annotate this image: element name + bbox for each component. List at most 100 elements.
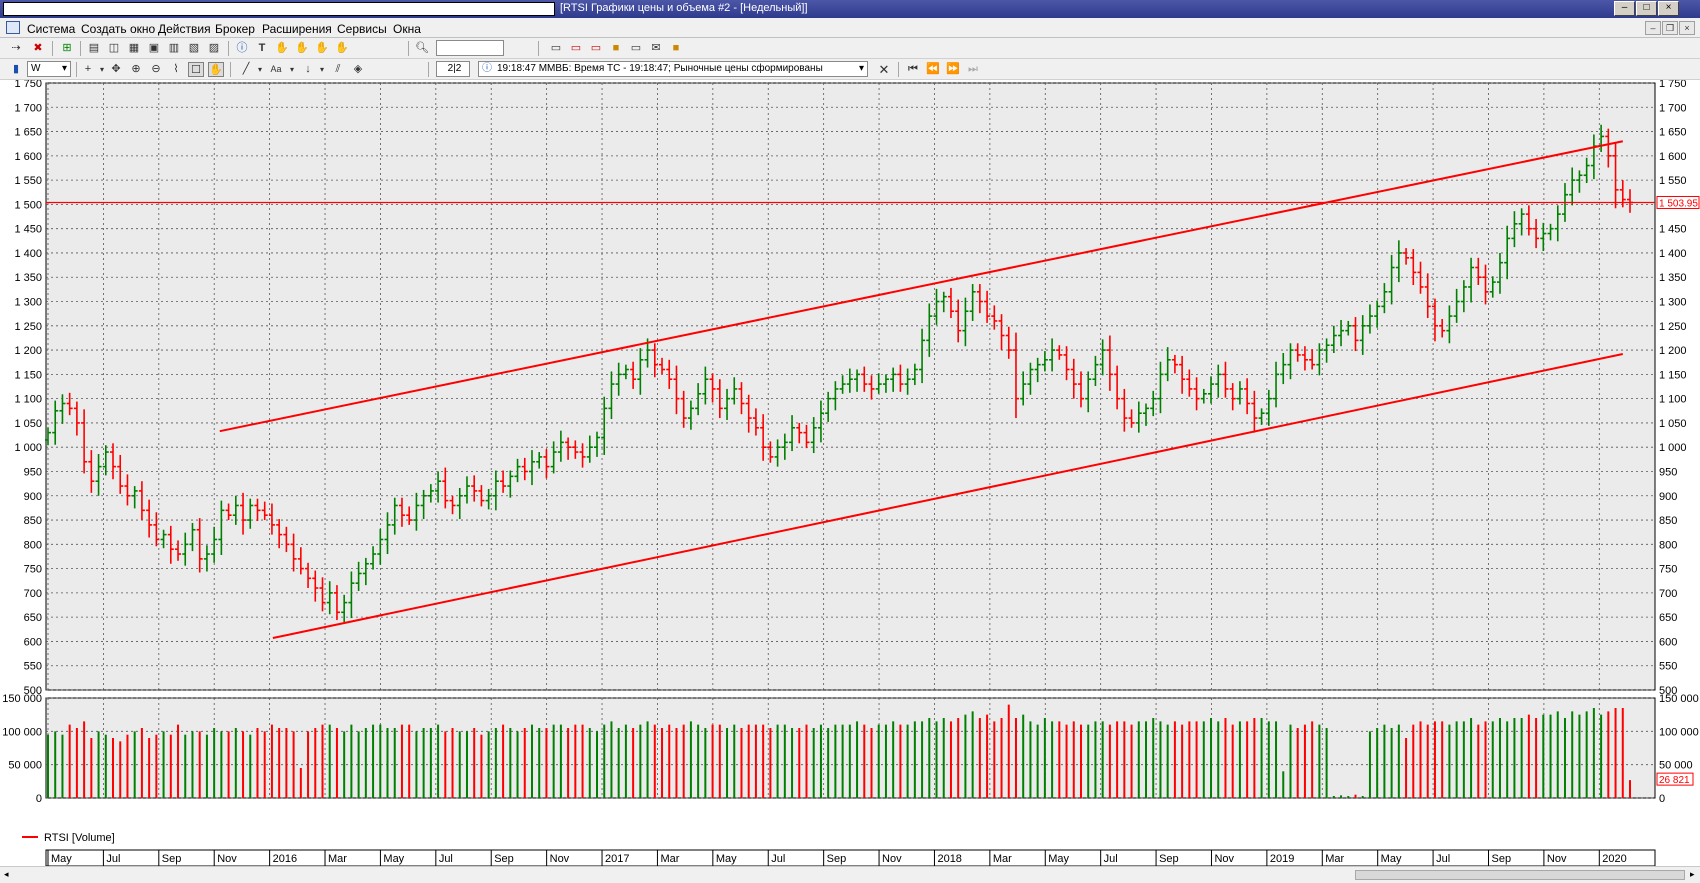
quotes-icon[interactable]: ▤ <box>88 42 100 54</box>
ohlc-bar-up <box>507 470 514 498</box>
mail-icon[interactable]: ✉ <box>651 42 661 54</box>
settings-icon[interactable]: ▭ <box>630 42 642 54</box>
close-icon[interactable]: ✕ <box>878 62 890 77</box>
scroll-left-icon[interactable]: ◂ <box>4 869 9 879</box>
scroll-right-icon[interactable]: ▸ <box>1690 869 1695 879</box>
connect-icon[interactable]: ⇢ <box>11 42 21 54</box>
new-window-icon[interactable]: ⊞ <box>62 42 72 54</box>
ohlc-bar-down <box>976 284 983 314</box>
minimize-button[interactable]: – <box>1614 1 1635 16</box>
text-icon[interactable]: T <box>258 42 266 54</box>
menu-broker[interactable]: Брокер <box>215 22 255 36</box>
volume-tick-label: 0 <box>36 793 42 805</box>
price-tick-label: 800 <box>1659 539 1677 551</box>
line-icon[interactable]: ╱ <box>242 63 250 75</box>
ohlc-bar-down <box>196 518 203 573</box>
ohlc-bar-up <box>1460 280 1467 313</box>
close-button[interactable]: × <box>1658 1 1679 16</box>
toolbar-separator <box>228 41 229 56</box>
mdi-close-button[interactable]: × <box>1679 21 1695 35</box>
ohlc-bar-up <box>59 394 66 424</box>
menu-windows[interactable]: Окна <box>393 22 421 36</box>
ohlc-bar-up <box>1236 381 1243 405</box>
ohlc-bar-down <box>868 375 875 400</box>
menu-system[interactable]: Система <box>27 22 76 36</box>
chevron-down-icon[interactable]: ▾ <box>319 65 324 74</box>
indicator-icon[interactable]: ⫽ <box>335 63 341 75</box>
ohlc-bar-down <box>261 501 268 521</box>
ohlc-bar-down <box>1179 355 1186 394</box>
ohlc-bar-down <box>1482 264 1489 305</box>
ohlc-bar-down <box>276 519 283 549</box>
horizontal-scrollbar[interactable]: ◂ ▸ <box>0 866 1700 883</box>
crosshair-icon[interactable]: + <box>84 63 92 75</box>
zoom-in-icon[interactable]: ⊕ <box>131 63 141 75</box>
menu-new-window[interactable]: Создать окно <box>81 22 156 36</box>
time-tick-label: Sep <box>827 853 847 865</box>
hand-four-icon[interactable]: ✋ <box>335 42 349 54</box>
hand-three-icon[interactable]: ✋ <box>315 42 329 54</box>
chart-icon[interactable]: ◫ <box>108 42 120 54</box>
print-icon[interactable]: ▭ <box>570 42 582 54</box>
first-icon[interactable]: ⏮ <box>908 63 918 75</box>
ohlc-bar-down <box>1077 371 1084 408</box>
chart-type-icon[interactable]: ▮ <box>12 63 20 75</box>
maximize-button[interactable]: □ <box>1636 1 1657 16</box>
select-icon[interactable]: ☐ <box>188 62 204 77</box>
portfolio-icon[interactable]: ▣ <box>148 42 160 54</box>
price-tick-label: 700 <box>1659 588 1677 600</box>
mdi-minimize-button[interactable]: – <box>1645 21 1661 35</box>
ohlc-bar-up <box>95 453 102 496</box>
hand-pan-icon[interactable]: ✋ <box>208 62 224 77</box>
orders-icon[interactable]: ▥ <box>168 42 180 54</box>
lock-icon[interactable]: ■ <box>612 42 620 54</box>
chevron-down-icon[interactable]: ▾ <box>99 65 104 74</box>
table-icon[interactable]: ▦ <box>128 42 140 54</box>
ohlc-bar-down <box>659 357 666 375</box>
menu-services[interactable]: Сервисы <box>337 22 387 36</box>
time-tick-label: Mar <box>1325 853 1344 865</box>
search-input[interactable] <box>436 40 504 56</box>
template-icon[interactable]: ◈ <box>353 63 363 75</box>
price-tick-label: 1 200 <box>14 345 42 357</box>
disconnect-icon[interactable]: ✖ <box>33 42 43 54</box>
trades-icon[interactable]: ▧ <box>188 42 200 54</box>
mdi-restore-button[interactable]: ❐ <box>1662 21 1678 35</box>
text-tool-icon[interactable]: Aa <box>270 64 282 74</box>
move-icon[interactable]: ✥ <box>111 63 121 75</box>
scroll-thumb[interactable] <box>1355 870 1685 880</box>
rewind-icon[interactable]: ⏪ <box>926 63 940 75</box>
status-message-select[interactable]: ⓘ 19:18:47 ММВБ: Время ТС - 19:18:47; Ры… <box>478 61 868 77</box>
chevron-down-icon[interactable]: ▾ <box>257 65 262 74</box>
menu-extensions[interactable]: Расширения <box>262 22 332 36</box>
ohlc-bar-up <box>608 371 615 420</box>
folder-icon[interactable]: ■ <box>672 42 680 54</box>
ohlc-bar-up <box>1576 170 1583 193</box>
hand-icon[interactable]: ✋ <box>275 42 289 54</box>
ohlc-bar-down <box>1352 317 1359 352</box>
hand-two-icon[interactable]: ✋ <box>295 42 309 54</box>
volume-series-label: RTSI [Volume] <box>44 832 115 844</box>
search-icon[interactable]: 🔍︎ <box>415 42 429 54</box>
arrow-down-icon[interactable]: ↓ <box>305 63 311 75</box>
drawing-objects[interactable]: 1 503.95 26 821 <box>46 140 1700 786</box>
price-tick-label: 700 <box>24 588 42 600</box>
window-menu-icon[interactable] <box>6 21 20 34</box>
ruler-icon[interactable]: ⌇ <box>173 63 179 75</box>
last-icon[interactable]: ⏭ <box>968 63 978 75</box>
zoom-out-icon[interactable]: ⊖ <box>151 63 161 75</box>
price-tick-label: 1 600 <box>1659 151 1687 163</box>
ohlc-bar-up <box>1157 361 1164 414</box>
export-icon[interactable]: ▭ <box>550 42 562 54</box>
menu-actions[interactable]: Действия <box>158 22 211 36</box>
info-icon[interactable]: ⓘ <box>236 42 248 54</box>
price-tick-label: 500 <box>24 685 42 697</box>
windows-icon[interactable]: ▨ <box>208 42 220 54</box>
forward-icon[interactable]: ⏩ <box>946 63 960 75</box>
interval-select[interactable]: W ▾ <box>27 61 71 77</box>
report-icon[interactable]: ▭ <box>590 42 602 54</box>
current-volume-marker <box>1656 772 1694 786</box>
ohlc-bar-up <box>904 368 911 395</box>
chevron-down-icon[interactable]: ▾ <box>289 65 294 74</box>
price-volume-chart[interactable]: 1 750 1 700 1 650 1 600 1 550 1 500 1 450 1 400… <box>0 80 1700 866</box>
